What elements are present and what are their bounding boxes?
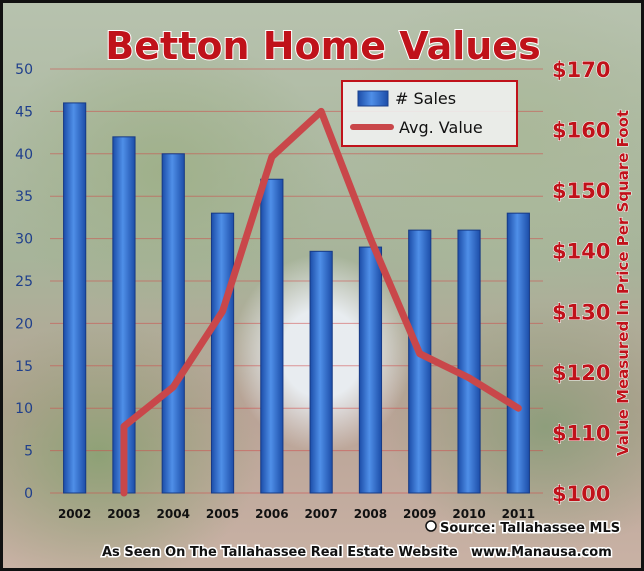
chart-title: Betton Home Values [105,24,540,68]
x-tick-label: 2008 [354,507,387,521]
y-left-tick-label: 25 [15,274,33,290]
x-tick-label: 2005 [206,507,239,521]
point-avg-value-2011 [515,405,522,412]
x-tick-label: 2004 [157,507,190,521]
footer-tagline: As Seen On The Tallahassee Real Estate W… [102,545,458,560]
footer-website[interactable]: www.Manausa.com [470,544,614,562]
y-right-tick-label: $110 [552,421,610,445]
y-right-tick-label: $120 [552,361,610,385]
bar-sales-2002 [63,102,87,494]
point-avg-value-2008 [367,235,374,242]
bar-sales-2009 [408,229,432,494]
y-left-tick-label: 40 [15,147,33,163]
combo-chart: 0 5 10 15 20 25 30 35 40 45 50 $100 $110 $120 $130 $14… [15,23,632,562]
point-avg-value-2006 [268,153,275,160]
point-avg-value-2004 [170,384,177,390]
legend-label-sales: # Sales [395,89,456,108]
bar-sales-2010 [457,229,481,494]
hand-pointer-icon [425,520,437,532]
point-avg-value-2009 [416,350,423,357]
y-left-tick-label: 35 [15,189,33,205]
source-note: Source: Tallahassee MLS [425,520,622,538]
y-right-tick-label: $100 [552,482,610,506]
y-right-tick-label: $170 [552,58,610,82]
y-axis-right-label: Value Measured In Price Per Square Foot [614,110,632,456]
bar-sales-2011 [506,212,530,494]
y-right-tick-label: $160 [552,119,610,143]
x-tick-label: 2009 [403,507,436,521]
x-tick-label: 2007 [304,507,337,521]
line-avg-value [120,107,522,497]
bar-sales-2005 [210,212,235,494]
x-tick-label: 2003 [107,507,140,521]
y-left-tick-label: 0 [24,486,33,502]
y-left-tick-label: 5 [24,444,33,460]
point-avg-value-2007 [318,108,325,115]
x-tick-label: 2010 [452,507,485,521]
point-avg-value-2010 [466,374,473,381]
legend-swatch-sales [357,90,389,107]
y-left-tick-label: 20 [15,316,33,332]
y-left-tick-label: 15 [15,359,33,375]
legend-label-value: Avg. Value [399,118,483,137]
bar-sales-2004 [161,153,185,494]
x-tick-label: 2002 [58,507,91,521]
y-left-tick-label: 30 [15,232,33,248]
y-right-tick-label: $130 [552,300,610,324]
y-left-tick-label: 50 [15,62,33,78]
y-left-tick-label: 45 [15,104,33,120]
x-tick-label: 2011 [502,507,535,521]
bar-sales-2007 [309,250,333,494]
source-text: Source: Tallahassee MLS [440,521,620,536]
x-tick-label: 2006 [255,507,288,521]
y-left-tick-label: 10 [15,401,33,417]
bar-sales-2006 [260,178,284,494]
bar-sales-2008 [358,246,383,494]
point-avg-value-2003 [120,423,127,430]
legend: # Sales Avg. Value [341,80,518,147]
y-right-tick-label: $150 [552,179,610,203]
point-avg-value-2005 [219,308,226,315]
y-right-tick-label: $140 [552,240,610,264]
